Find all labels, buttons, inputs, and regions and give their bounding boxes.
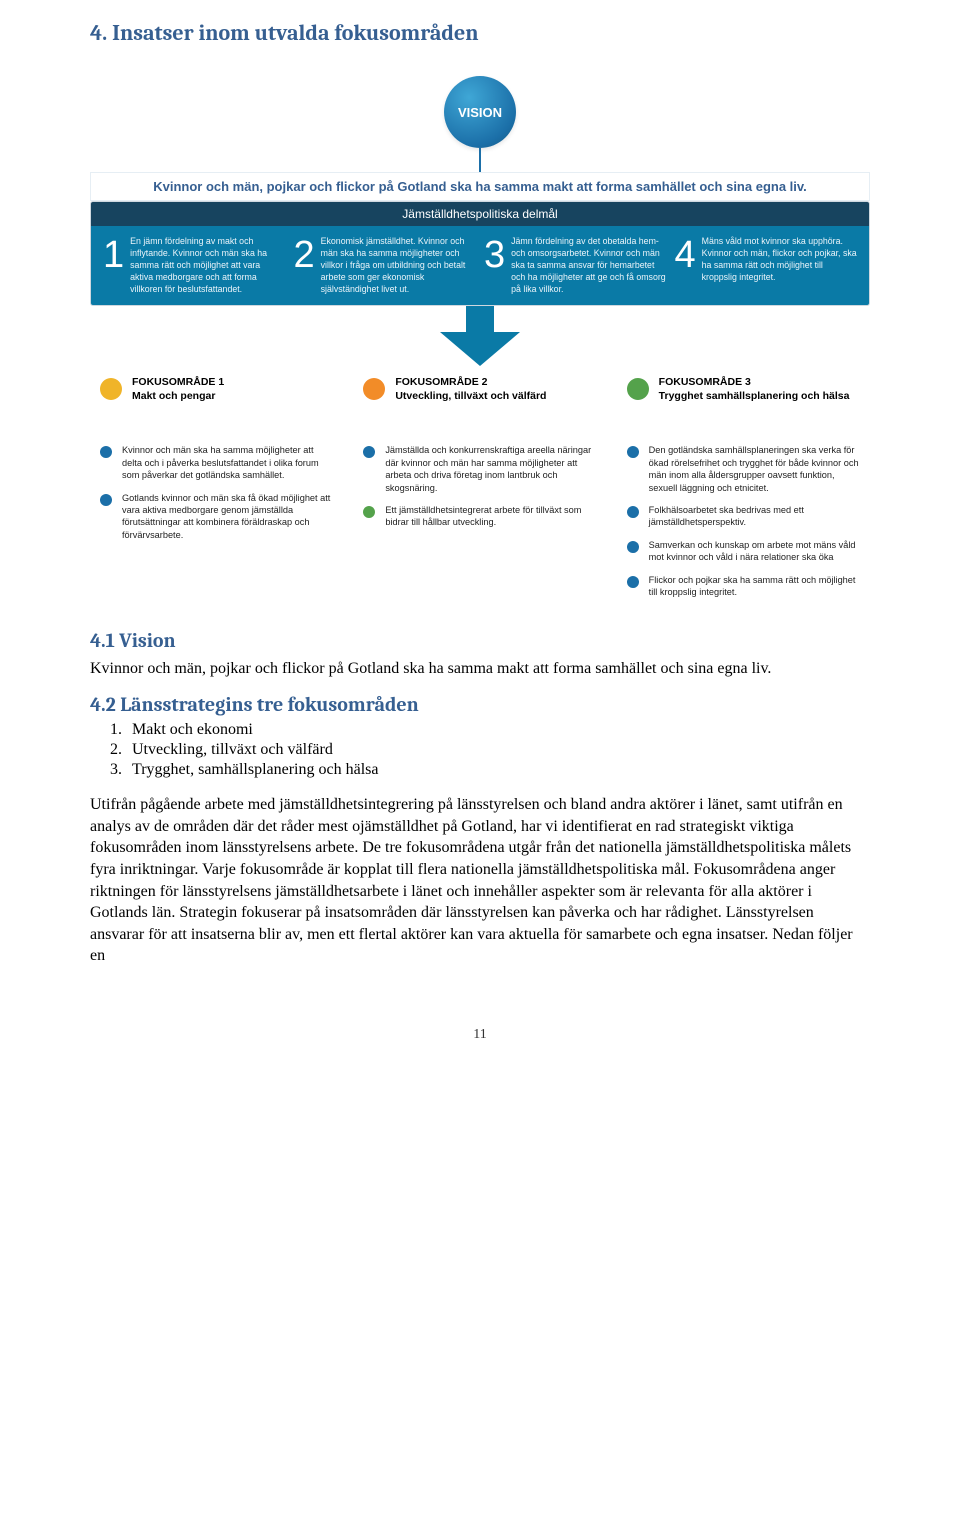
goal-number: 1 (103, 236, 124, 295)
bullet-text: Den gotländska samhällsplaneringen ska v… (649, 444, 860, 494)
focus-dot-icon (100, 378, 122, 400)
goal-3: 3 Jämn fördelning av det obetalda hem- o… (480, 236, 671, 295)
bullet-dot-icon (627, 506, 639, 518)
focus-bullet: Den gotländska samhällsplaneringen ska v… (627, 444, 860, 494)
goals-panel: Jämställdhetspolitiska delmål 1 En jämn … (90, 201, 870, 306)
goal-1: 1 En jämn fördelning av makt och inflyta… (99, 236, 290, 295)
focus-bullet: Ett jämställdhetsintegrerat arbete för t… (363, 504, 596, 529)
connector-line (479, 148, 481, 172)
bullet-text: Jämställda och konkurrenskraftiga areell… (385, 444, 596, 494)
focus-dot-icon (627, 378, 649, 400)
list-item: Utveckling, tillväxt och välfärd (126, 740, 870, 760)
goal-text: Jämn fördelning av det obetalda hem- och… (511, 236, 666, 295)
goal-4: 4 Mäns våld mot kvinnor ska upphöra. Kvi… (671, 236, 862, 295)
list-item: Trygghet, samhällsplanering och hälsa (126, 760, 870, 780)
vision-statement: Kvinnor och män, pojkar och flickor på G… (90, 172, 870, 201)
goal-number: 2 (294, 236, 315, 295)
goal-text: En jämn fördelning av makt och inflytand… (130, 236, 285, 295)
subsection-strategy: 4.2 Länsstrategins tre fokusområden (90, 693, 870, 716)
bullet-text: Kvinnor och män ska ha samma möjligheter… (122, 444, 333, 481)
goals-body: 1 En jämn fördelning av makt och inflyta… (91, 226, 869, 305)
list-item: Makt och ekonomi (126, 720, 870, 740)
goal-number: 4 (675, 236, 696, 295)
bullet-dot-icon (100, 446, 112, 458)
focus-dot-icon (363, 378, 385, 400)
focus-bullet: Flickor och pojkar ska ha samma rätt och… (627, 574, 860, 599)
bullet-text: Folkhälsoarbetet ska bedrivas med ett jä… (649, 504, 860, 529)
bullet-dot-icon (100, 494, 112, 506)
vision-circle: VISION (444, 76, 516, 148)
focus-title: FOKUSOMRÅDE 2 Utveckling, tillväxt och v… (395, 376, 546, 403)
goal-number: 3 (484, 236, 505, 295)
bullet-text: Samverkan och kunskap om arbete mot mäns… (649, 539, 860, 564)
section-heading: 4. Insatser inom utvalda fokusområden (90, 20, 870, 46)
bullet-dot-icon (363, 446, 375, 458)
focus-bullet: Gotlands kvinnor och män ska få ökad möj… (100, 492, 333, 542)
focus-bullet: Kvinnor och män ska ha samma möjligheter… (100, 444, 333, 481)
focus-bullet: Samverkan och kunskap om arbete mot mäns… (627, 539, 860, 564)
bullet-dot-icon (363, 506, 375, 518)
focus-area-3: FOKUSOMRÅDE 3 Trygghet samhällsplanering… (627, 376, 860, 608)
focus-area-1: FOKUSOMRÅDE 1 Makt och pengar Kvinnor oc… (100, 376, 333, 608)
focus-title: FOKUSOMRÅDE 3 Trygghet samhällsplanering… (659, 376, 850, 403)
focus-area-list: Makt och ekonomi Utveckling, tillväxt oc… (126, 720, 870, 780)
vision-body-text: Kvinnor och män, pojkar och flickor på G… (90, 658, 870, 680)
focus-bullet: Jämställda och konkurrenskraftiga areell… (363, 444, 596, 494)
focus-bullet: Folkhälsoarbetet ska bedrivas med ett jä… (627, 504, 860, 529)
bullet-dot-icon (627, 446, 639, 458)
page-number: 11 (90, 1027, 870, 1043)
arrow-down-icon (440, 332, 520, 366)
goal-2: 2 Ekonomisk jämställdhet. Kvinnor och mä… (290, 236, 481, 295)
focus-title: FOKUSOMRÅDE 1 Makt och pengar (132, 376, 224, 403)
bullet-text: Ett jämställdhetsintegrerat arbete för t… (385, 504, 596, 529)
vision-label: VISION (458, 105, 502, 120)
bullet-text: Gotlands kvinnor och män ska få ökad möj… (122, 492, 333, 542)
focus-area-2: FOKUSOMRÅDE 2 Utveckling, tillväxt och v… (363, 376, 596, 608)
goals-header: Jämställdhetspolitiska delmål (91, 202, 869, 226)
goal-text: Mäns våld mot kvinnor ska upphöra. Kvinn… (702, 236, 857, 295)
strategy-diagram: VISION Kvinnor och män, pojkar och flick… (90, 76, 870, 609)
bullet-dot-icon (627, 541, 639, 553)
subsection-vision: 4.1 Vision (90, 629, 870, 652)
body-paragraph: Utifrån pågående arbete med jämställdhet… (90, 794, 870, 967)
bullet-dot-icon (627, 576, 639, 588)
focus-areas-row: FOKUSOMRÅDE 1 Makt och pengar Kvinnor oc… (90, 376, 870, 608)
bullet-text: Flickor och pojkar ska ha samma rätt och… (649, 574, 860, 599)
goal-text: Ekonomisk jämställdhet. Kvinnor och män … (321, 236, 476, 295)
